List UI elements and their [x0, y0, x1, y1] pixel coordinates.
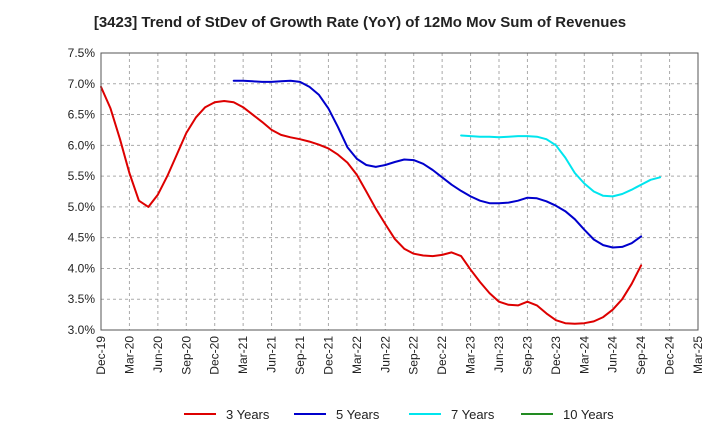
legend-label-5-years: 5 Years — [336, 406, 380, 422]
y-tick-label: 5.0% — [68, 200, 96, 214]
series-line-5-years — [232, 79, 643, 249]
x-tick-label: Jun-23 — [492, 336, 506, 373]
y-tick-label: 7.0% — [68, 77, 96, 91]
series-layer — [100, 79, 662, 325]
legend: 3 Years 5 Years 7 Years 10 Years — [0, 404, 720, 424]
x-tick-label: Dec-19 — [94, 336, 108, 375]
legend-label-10-years: 10 Years — [563, 406, 614, 422]
x-tick-label: Sep-20 — [179, 336, 193, 375]
series-line-3-years — [100, 85, 643, 325]
x-tick-label: Dec-21 — [321, 336, 335, 375]
y-tick-label: 6.5% — [68, 108, 96, 122]
x-tick-label: Jun-21 — [265, 336, 279, 373]
legend-label-3-years: 3 Years — [226, 406, 270, 422]
x-tick-label: Mar-24 — [577, 336, 591, 374]
legend-item-10-years[interactable]: 10 Years — [521, 404, 614, 424]
x-tick-label: Dec-22 — [435, 336, 449, 375]
legend-item-3-years[interactable]: 3 Years — [184, 404, 269, 424]
x-tick-label: Dec-20 — [208, 336, 222, 375]
x-tick-label: Mar-23 — [464, 336, 478, 374]
legend-item-5-years[interactable]: 5 Years — [294, 404, 379, 424]
y-tick-label: 4.5% — [68, 231, 96, 245]
x-tick-label: Sep-23 — [520, 336, 534, 375]
y-tick-label: 7.5% — [68, 46, 96, 60]
grid-layer — [100, 52, 699, 331]
legend-item-7-years[interactable]: 7 Years — [409, 404, 494, 424]
legend-swatch-5-years — [294, 413, 326, 415]
y-tick-label: 6.0% — [68, 138, 96, 152]
legend-label-7-years: 7 Years — [451, 406, 495, 422]
legend-swatch-7-years — [409, 413, 441, 415]
y-tick-label: 3.5% — [68, 292, 96, 306]
legend-swatch-3-years — [184, 413, 216, 415]
y-tick-label: 4.0% — [68, 261, 96, 275]
x-tick-label: Mar-21 — [236, 336, 250, 374]
x-tick-label: Dec-23 — [549, 336, 563, 375]
y-tick-label: 3.0% — [68, 323, 96, 337]
plot-frame — [100, 52, 699, 331]
x-tick-label: Mar-25 — [691, 336, 705, 374]
y-tick-label: 5.5% — [68, 169, 96, 183]
series-line-7-years — [460, 134, 662, 198]
x-tick-label: Sep-24 — [634, 336, 648, 375]
x-tick-label: Sep-21 — [293, 336, 307, 375]
x-axis-ticks: Dec-19 Mar-20 Jun-20 Sep-20 Dec-20 Mar-21 Jun-… — [94, 336, 705, 375]
chart-title: [3423] Trend of StDev of Growth Rate (Yo… — [93, 14, 627, 31]
legend-swatch-10-years — [521, 413, 553, 415]
y-axis-ticks: 3.0% 3.5% 4.0% 4.5% 5.0% 5.5% 6.0% 6.5% 7.0% 7.5% — [68, 46, 96, 337]
x-tick-label: Jun-22 — [378, 336, 392, 373]
x-tick-label: Dec-24 — [663, 336, 677, 375]
x-tick-label: Sep-22 — [407, 336, 421, 375]
x-tick-label: Mar-20 — [122, 336, 136, 374]
x-tick-label: Mar-22 — [350, 336, 364, 374]
x-tick-label: Jun-20 — [151, 336, 165, 373]
x-tick-label: Jun-24 — [606, 336, 620, 373]
